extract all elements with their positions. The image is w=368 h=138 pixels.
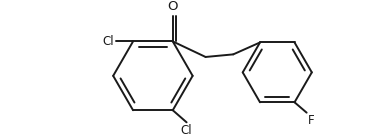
Text: Cl: Cl: [181, 124, 192, 137]
Text: Cl: Cl: [102, 35, 114, 48]
Text: O: O: [167, 0, 178, 13]
Text: F: F: [308, 114, 314, 127]
